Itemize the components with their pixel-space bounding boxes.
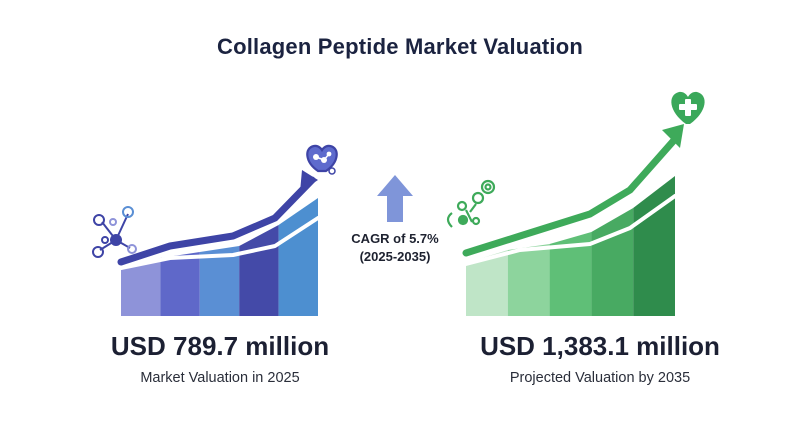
bar-segment xyxy=(239,225,279,316)
highlight-swoosh xyxy=(464,194,677,266)
cagr-rate: CAGR of 5.7% xyxy=(351,231,439,246)
bar-segment xyxy=(121,258,161,316)
bar-segment xyxy=(466,250,508,316)
up-arrow-icon xyxy=(377,175,413,222)
trend-arrow xyxy=(117,176,316,266)
bar-segment xyxy=(591,208,634,316)
bar-segment xyxy=(278,198,318,316)
peptide-chain-icon xyxy=(446,179,496,228)
trend-arrow xyxy=(462,134,680,257)
right-value-label: USD 1,383.1 million xyxy=(480,331,720,361)
right-bar-chart xyxy=(462,124,684,316)
page-title: Collagen Peptide Market Valuation xyxy=(216,34,583,59)
bar-segment xyxy=(633,176,675,316)
bar-segment xyxy=(199,246,240,316)
trend-arrow-head xyxy=(300,170,318,192)
highlight-swoosh xyxy=(119,216,320,270)
trend-arrow-head xyxy=(662,124,684,148)
bar-segment xyxy=(507,244,550,316)
right-caption: Projected Valuation by 2035 xyxy=(509,370,691,386)
heart-molecule-icon xyxy=(306,144,338,175)
bar-segment xyxy=(160,252,200,316)
left-value-label: USD 789.7 million xyxy=(110,331,330,361)
cagr-period: (2025-2035) xyxy=(359,249,431,264)
left-caption: Market Valuation in 2025 xyxy=(140,370,300,386)
heart-plus-icon xyxy=(671,91,705,124)
left-bar-chart xyxy=(117,170,320,316)
bar-segment xyxy=(549,232,592,316)
cagr-label: CAGR of 5.7% (2025-2035) xyxy=(330,230,460,266)
molecule-icon xyxy=(92,206,137,258)
